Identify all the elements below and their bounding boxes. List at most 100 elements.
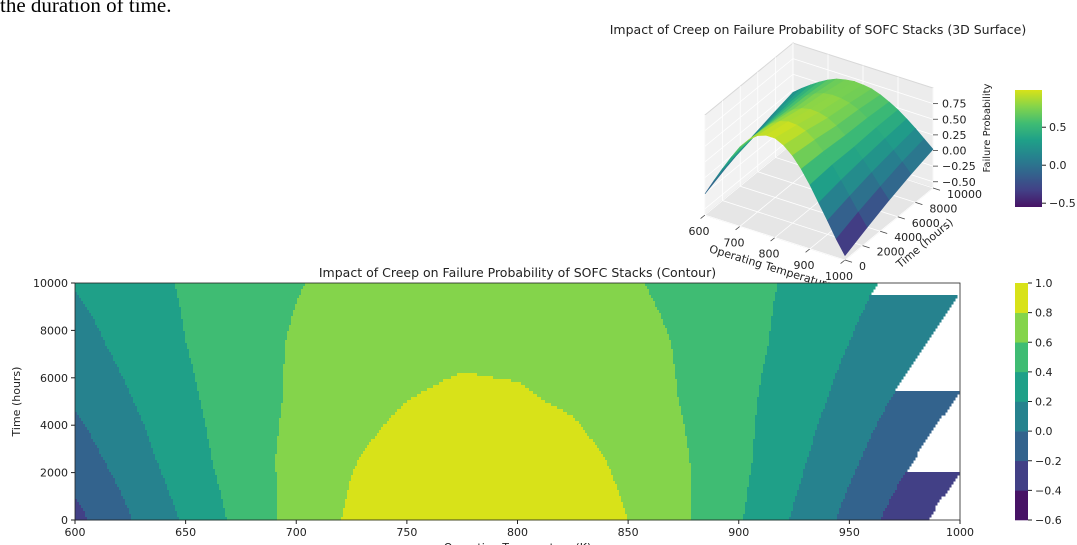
tick-mark (840, 259, 846, 264)
contour-band (865, 307, 950, 311)
contour-band (75, 451, 100, 455)
x-axis-label: Operating Temperature (K) (444, 541, 591, 545)
surface-patch (835, 211, 868, 257)
contour-band (75, 286, 176, 290)
contour-band (691, 505, 746, 509)
contour-band (839, 367, 910, 371)
contour-band (869, 295, 958, 299)
contour-band (123, 376, 196, 380)
contour-band (877, 421, 938, 425)
contour-band (135, 403, 202, 407)
contour-band (197, 388, 284, 392)
contour-band (673, 352, 768, 356)
contour-band (281, 403, 404, 407)
tick-mark (770, 237, 776, 242)
contour-band (185, 331, 288, 335)
contour-band (279, 427, 382, 431)
contour-band (585, 430, 686, 434)
contour-band (751, 469, 804, 473)
contour-band (753, 448, 812, 452)
contour-band (621, 499, 692, 503)
contour-band (841, 361, 914, 365)
x-tick-label: 1000 (946, 526, 974, 539)
contour-band (853, 334, 932, 338)
contour-band (77, 499, 126, 503)
contour-band (411, 397, 542, 401)
contour-band (277, 505, 346, 509)
contour-band (825, 406, 886, 410)
contour-band (381, 427, 584, 431)
contour-band (893, 394, 958, 398)
contour-band (213, 463, 276, 467)
contour-band (369, 442, 596, 446)
contour-band (207, 433, 280, 437)
contour-band (281, 412, 396, 416)
x-tick-label: 600 (689, 225, 710, 238)
contour-band (191, 361, 286, 365)
contour-band (789, 517, 838, 521)
contour-band (593, 439, 688, 443)
contour-band (355, 466, 610, 470)
contour-band (221, 496, 278, 500)
contour-band (75, 349, 110, 353)
contour-band (75, 328, 100, 332)
contour-band (835, 376, 904, 380)
contour-band (129, 388, 198, 392)
contour-band (663, 319, 772, 323)
contour-band (493, 376, 676, 380)
contour-band (117, 484, 168, 488)
contour-band (107, 463, 160, 467)
z-tick-label: 0.00 (942, 145, 967, 158)
contour-band (753, 445, 812, 449)
contour-band (607, 463, 692, 467)
contour-band (207, 436, 278, 440)
contour-band (75, 478, 116, 482)
contour-band (277, 496, 348, 500)
contour-band (751, 472, 804, 476)
contour-band (285, 340, 672, 344)
contour-band (689, 451, 754, 455)
x-tick-label: 950 (839, 526, 860, 539)
contour-band (799, 487, 848, 491)
contour-band (75, 424, 86, 428)
contour-band (897, 484, 952, 488)
contour-band (759, 394, 830, 398)
contour-band (79, 502, 126, 506)
contour-band (75, 412, 78, 416)
contour-band (859, 319, 942, 323)
contour-band (621, 496, 692, 500)
contour-band (75, 493, 122, 497)
contour-band (75, 442, 96, 446)
colorbar-tick-label: 0.5 (1049, 121, 1067, 134)
contour-band (443, 379, 512, 383)
contour-band (533, 391, 678, 395)
contour-band (203, 415, 282, 419)
contour-band (845, 352, 920, 356)
contour-band (753, 457, 808, 461)
contour-band (769, 343, 850, 347)
contour-band (99, 328, 184, 332)
contour-band (139, 412, 204, 416)
contour-band (525, 385, 678, 389)
z-tick-label: −0.25 (942, 160, 976, 173)
contour-band (195, 379, 284, 383)
contour-band (287, 337, 670, 341)
contour-band (85, 304, 180, 308)
contour-band (395, 412, 568, 416)
contour-band (297, 301, 656, 305)
contour-band (793, 505, 842, 509)
contour-band (659, 310, 774, 314)
contour-band (343, 514, 628, 518)
contour-band (661, 313, 774, 317)
contour-band (649, 292, 776, 296)
contour-band (573, 415, 684, 419)
contour-band (837, 517, 882, 521)
contour-band (889, 499, 940, 503)
contour-band (771, 316, 860, 320)
contour-band (211, 454, 276, 458)
body-text: the duration of time. (0, 0, 171, 17)
contour-band (75, 457, 104, 461)
y-axis-label: Time (hours) (10, 367, 23, 438)
contour-band (155, 454, 212, 458)
contour-band (277, 451, 364, 455)
